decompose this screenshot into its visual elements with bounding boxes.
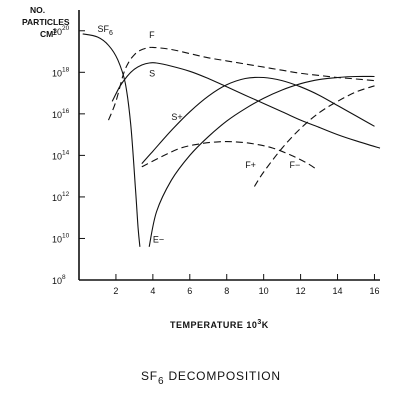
series-line-1	[107, 46, 375, 121]
series-line-2	[111, 62, 381, 149]
axes	[78, 10, 380, 281]
series-label-0: SF6	[97, 24, 113, 37]
series-labels: SF6 F S S+ F+ F− E−	[97, 24, 300, 245]
series-label-5: F−	[290, 160, 301, 170]
y-axis-label-line2: PARTICLES	[22, 17, 70, 27]
x-tick-label: 4	[150, 286, 155, 296]
y-tick-label: 1016	[52, 108, 70, 120]
series-line-6	[148, 75, 375, 247]
series-line-0	[82, 33, 141, 247]
x-tick-label: 8	[224, 286, 229, 296]
y-tick-label: 108	[52, 274, 66, 286]
series-label-4: F+	[245, 160, 256, 170]
y-axis-label-line1: NO.	[30, 5, 45, 15]
x-tick-label: 10	[259, 286, 269, 296]
x-tick-label: 16	[369, 286, 379, 296]
series-line-3	[141, 76, 375, 165]
x-tick-label: 12	[296, 286, 306, 296]
x-tick-label: 14	[333, 286, 343, 296]
series-label-2: S	[149, 68, 155, 78]
chart-title: SF6 DECOMPOSITION	[141, 369, 281, 387]
x-tick-label: 6	[187, 286, 192, 296]
y-axis-label-line3: CM3	[40, 28, 57, 39]
y-tick-label: 1020	[52, 25, 70, 37]
y-tick-label: 1018	[52, 66, 70, 78]
x-axis-label: TEMPERATURE 103K	[170, 319, 269, 330]
x-tick-label: 2	[113, 286, 118, 296]
y-tick-label: 1014	[52, 149, 70, 161]
series-line-5	[253, 85, 375, 187]
y-tick-label: 1012	[52, 191, 70, 203]
series-group	[82, 33, 381, 247]
y-tick-label: 1010	[52, 232, 70, 244]
series-line-4	[141, 141, 318, 171]
series-label-3: S+	[171, 112, 182, 122]
series-label-1: F	[149, 30, 155, 40]
series-label-6: E−	[153, 235, 164, 245]
